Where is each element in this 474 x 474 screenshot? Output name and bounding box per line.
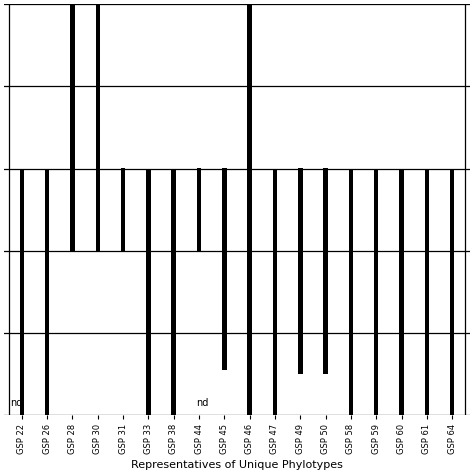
Bar <box>45 168 49 415</box>
Text: nd: nd <box>10 399 23 409</box>
Bar <box>348 168 353 415</box>
Bar <box>172 168 176 415</box>
Text: nd: nd <box>197 399 209 409</box>
Bar <box>146 168 151 415</box>
Bar <box>19 168 24 415</box>
X-axis label: Representatives of Unique Phylotypes: Representatives of Unique Phylotypes <box>131 460 343 470</box>
Bar <box>450 168 455 415</box>
Bar <box>298 168 302 374</box>
Bar <box>197 168 201 251</box>
Bar <box>374 168 378 415</box>
Bar <box>121 168 126 251</box>
Bar <box>222 168 227 370</box>
Bar <box>425 168 429 415</box>
Bar <box>247 4 252 415</box>
Bar <box>323 168 328 374</box>
Bar <box>273 168 277 415</box>
Bar <box>96 4 100 251</box>
Bar <box>70 4 75 251</box>
Bar <box>399 168 404 415</box>
